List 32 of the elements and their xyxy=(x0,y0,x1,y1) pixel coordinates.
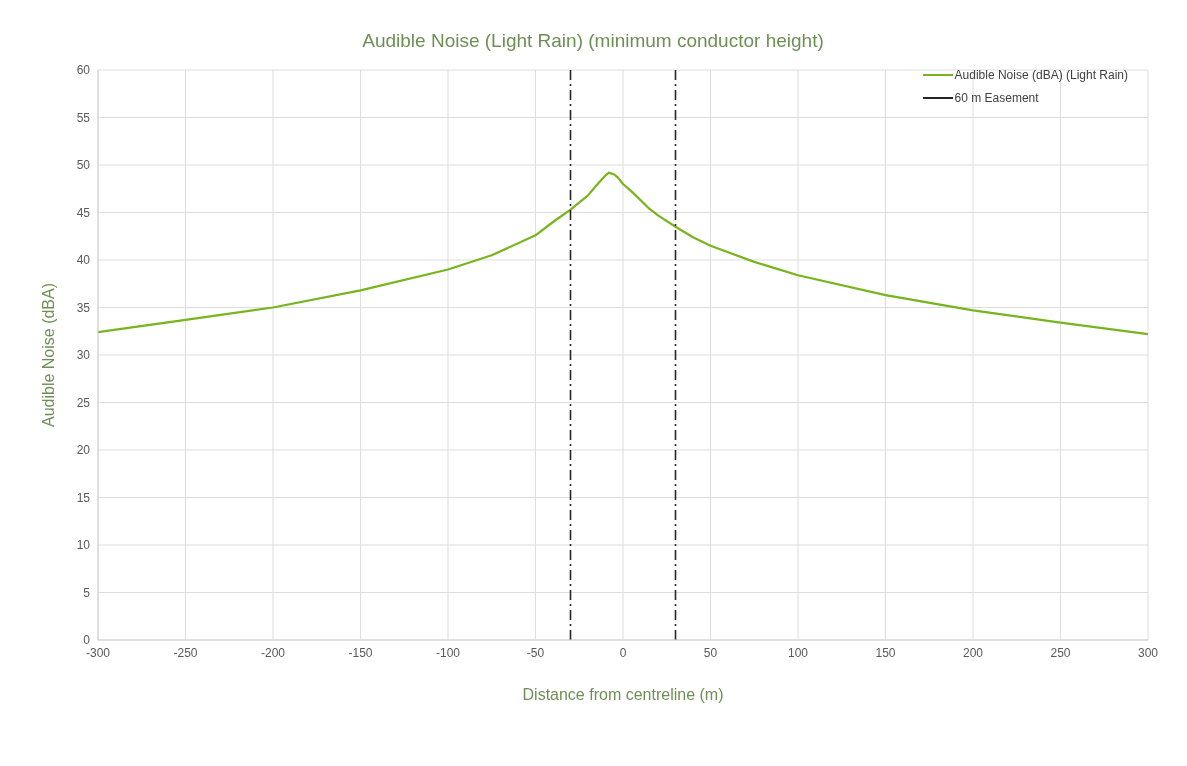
x-tick-label: -150 xyxy=(348,645,373,660)
y-axis-title: Audible Noise (dBA) xyxy=(39,282,57,428)
ref-line-label: 60 m Easement xyxy=(954,91,1039,105)
y-tick-label: 5 xyxy=(83,585,91,600)
chart-title: Audible Noise (Light Rain) (minimum conductor height) xyxy=(361,29,825,53)
x-tick-label: 50 xyxy=(703,645,718,660)
y-tick-label: 10 xyxy=(76,538,91,553)
y-tick-label: 40 xyxy=(76,253,91,268)
y-tick-label: 50 xyxy=(76,158,91,173)
y-tick-label: 20 xyxy=(76,443,91,458)
y-tick-label: 15 xyxy=(76,490,91,505)
x-tick-label: 100 xyxy=(787,645,809,660)
y-tick-label: 30 xyxy=(76,348,91,363)
y-tick-label: 0 xyxy=(83,633,91,648)
x-tick-label: 200 xyxy=(962,645,984,660)
y-tick-label: 25 xyxy=(76,395,91,410)
x-tick-label: -300 xyxy=(85,645,111,660)
x-axis-title: Distance from centreline (m) xyxy=(522,686,724,703)
y-tick-label: 55 xyxy=(76,110,91,125)
y-tick-label: 35 xyxy=(76,300,91,315)
line-series xyxy=(98,171,1148,336)
x-tick-label: 300 xyxy=(1137,645,1159,660)
x-tick-label: 0 xyxy=(619,645,627,660)
x-tick-label: -100 xyxy=(435,645,461,660)
y-tick-label: 45 xyxy=(76,205,91,220)
x-tick-label: 150 xyxy=(875,645,896,660)
x-tick-label: -50 xyxy=(526,645,545,660)
x-tick-label: -250 xyxy=(173,645,198,660)
x-tick-label: 250 xyxy=(1050,645,1071,660)
legend-label: Audible Noise (dBA) (Light Rain) xyxy=(954,68,1128,82)
x-tick-label: -200 xyxy=(260,645,286,660)
y-tick-label: 60 xyxy=(76,63,91,78)
